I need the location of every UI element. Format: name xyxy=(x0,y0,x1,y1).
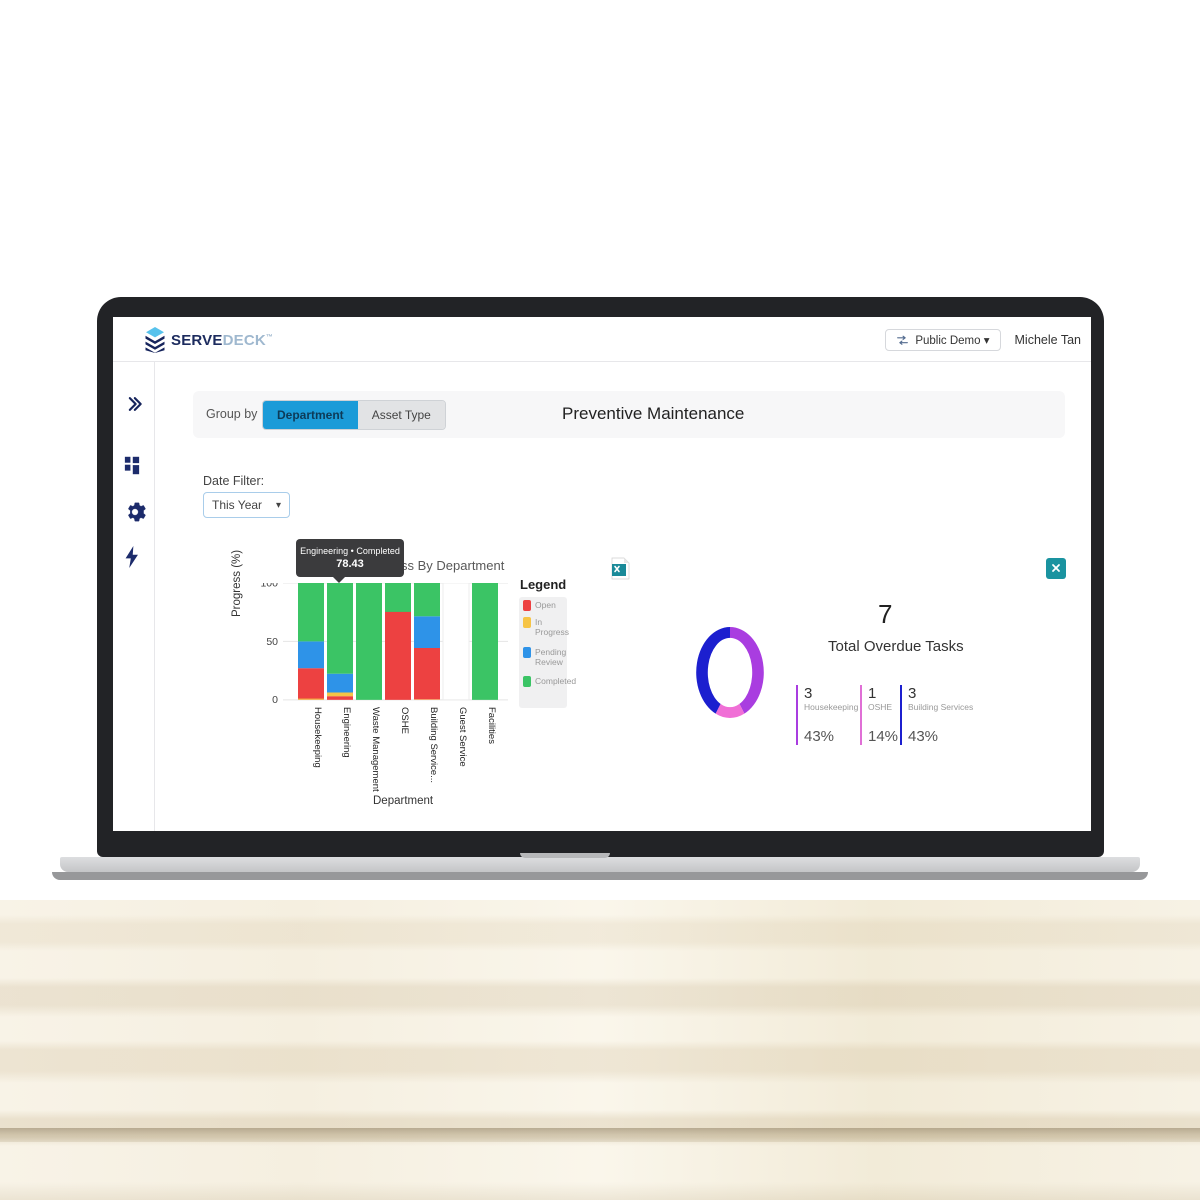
svg-text:Engineering: Engineering xyxy=(341,707,352,758)
svg-text:100: 100 xyxy=(260,583,278,590)
svg-text:Guest Service: Guest Service xyxy=(457,707,468,767)
svg-text:0: 0 xyxy=(272,694,278,706)
svg-text:OSHE: OSHE xyxy=(399,707,410,734)
svg-text:Building Service...: Building Service... xyxy=(428,707,439,783)
svg-text:Facilities: Facilities xyxy=(486,707,497,744)
svg-text:Waste Management: Waste Management xyxy=(370,707,381,792)
svg-text:50: 50 xyxy=(266,636,278,648)
svg-text:Housekeeping: Housekeeping xyxy=(312,707,323,768)
